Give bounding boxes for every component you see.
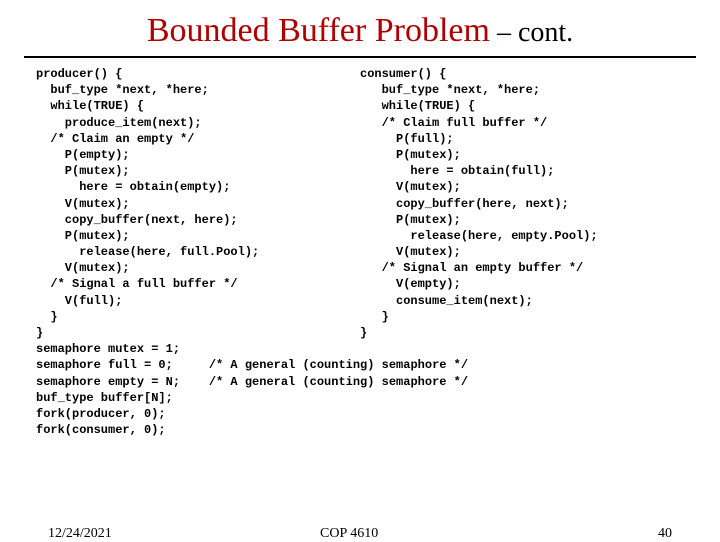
- setup-code: semaphore mutex = 1; semaphore full = 0;…: [0, 341, 720, 438]
- slide: Bounded Buffer Problem – cont. producer(…: [0, 0, 720, 540]
- producer-code: producer() { buf_type *next, *here; whil…: [36, 66, 360, 341]
- title-rule: [24, 56, 696, 58]
- consumer-code: consumer() { buf_type *next, *here; whil…: [360, 66, 684, 341]
- title-cont: – cont.: [490, 17, 573, 48]
- slide-title: Bounded Buffer Problem – cont.: [0, 0, 720, 56]
- title-main: Bounded Buffer Problem: [147, 12, 490, 49]
- code-columns: producer() { buf_type *next, *here; whil…: [0, 66, 720, 341]
